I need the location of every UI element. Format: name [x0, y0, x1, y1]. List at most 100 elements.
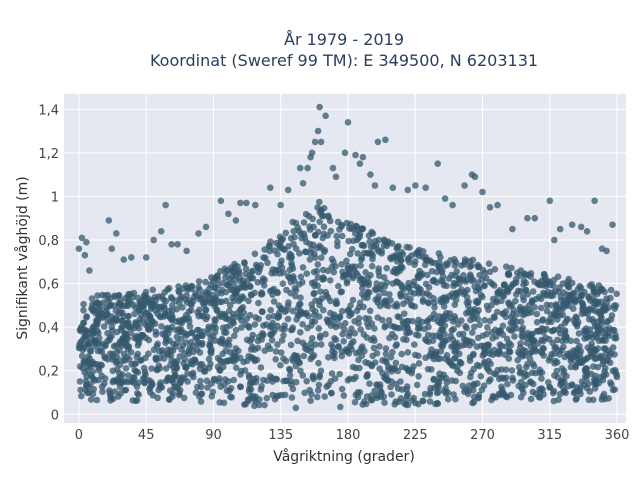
data-point [590, 363, 597, 370]
data-point [236, 277, 244, 285]
data-point [90, 343, 98, 350]
data-point [577, 359, 584, 366]
data-point [470, 365, 478, 373]
data-point [223, 358, 231, 365]
data-point [559, 280, 567, 287]
data-point [264, 342, 272, 350]
outlier-point [332, 173, 340, 181]
data-point [352, 364, 360, 372]
outlier-point [202, 223, 210, 231]
data-point [422, 256, 430, 264]
data-point [213, 307, 221, 314]
x-tick-label: 225 [403, 428, 428, 443]
data-point [411, 261, 418, 269]
outlier-point [299, 180, 307, 187]
y-tick-label: 1,4 [38, 103, 59, 118]
data-point [575, 330, 583, 337]
data-point [216, 338, 223, 345]
data-point [242, 265, 250, 273]
data-point [280, 332, 287, 339]
data-point [251, 321, 259, 328]
data-point [485, 260, 493, 268]
data-point [274, 288, 281, 296]
data-point [501, 351, 509, 359]
data-point [585, 380, 592, 387]
data-point [198, 339, 206, 347]
data-point [261, 347, 269, 355]
data-point [289, 275, 297, 282]
data-point [573, 323, 581, 330]
data-point [329, 348, 336, 355]
data-point [448, 377, 456, 384]
data-point [214, 281, 222, 289]
x-tick-label: 360 [605, 428, 630, 443]
data-point [94, 292, 101, 299]
outlier-point [314, 127, 322, 135]
data-point [524, 291, 532, 298]
data-point [430, 310, 438, 318]
data-point [383, 264, 391, 272]
data-point [588, 340, 595, 348]
data-point [439, 317, 447, 324]
data-point [114, 393, 122, 400]
data-point [341, 326, 348, 333]
data-point [291, 284, 299, 292]
data-point [122, 365, 130, 372]
data-point [194, 383, 201, 391]
x-tick-label: 180 [336, 428, 361, 443]
data-point [598, 354, 606, 362]
data-point [564, 299, 571, 307]
outlier-point [81, 251, 89, 259]
data-point [286, 250, 294, 258]
data-point [539, 281, 546, 289]
data-point [246, 380, 254, 388]
data-point [520, 296, 527, 304]
data-point [373, 350, 381, 357]
data-point [436, 355, 444, 362]
data-point [584, 354, 592, 361]
data-point [77, 386, 84, 394]
data-point [210, 375, 218, 383]
data-point [222, 274, 229, 281]
data-point [306, 256, 314, 263]
data-point [364, 274, 372, 282]
data-point [104, 291, 112, 299]
data-point [415, 352, 422, 360]
data-point [572, 396, 580, 403]
outlier-point [367, 171, 374, 178]
data-point [591, 307, 598, 314]
data-point [426, 398, 434, 405]
data-point [539, 316, 547, 323]
data-point [493, 308, 501, 316]
data-point [560, 370, 567, 378]
data-point [462, 341, 469, 349]
data-point [342, 320, 349, 327]
outlier-point [509, 225, 516, 233]
data-point [376, 343, 383, 350]
data-point [131, 374, 138, 382]
data-point [498, 374, 506, 382]
data-point [289, 307, 296, 315]
data-point [297, 294, 304, 302]
data-point [505, 325, 513, 333]
data-point [483, 364, 491, 371]
data-point [307, 340, 315, 347]
data-point [292, 404, 300, 412]
data-point [162, 365, 170, 372]
data-point [448, 361, 456, 369]
data-point [611, 351, 618, 358]
data-point [538, 385, 545, 392]
data-point [292, 292, 299, 300]
outlier-point [150, 236, 157, 244]
data-point [546, 278, 553, 285]
data-point [124, 335, 132, 342]
data-point [576, 342, 583, 350]
data-point [309, 241, 317, 249]
data-point [545, 379, 552, 386]
data-point [85, 389, 93, 397]
data-point [525, 307, 533, 314]
data-point [514, 310, 521, 318]
data-point [574, 286, 582, 293]
data-point [318, 206, 325, 214]
data-point [369, 252, 377, 259]
